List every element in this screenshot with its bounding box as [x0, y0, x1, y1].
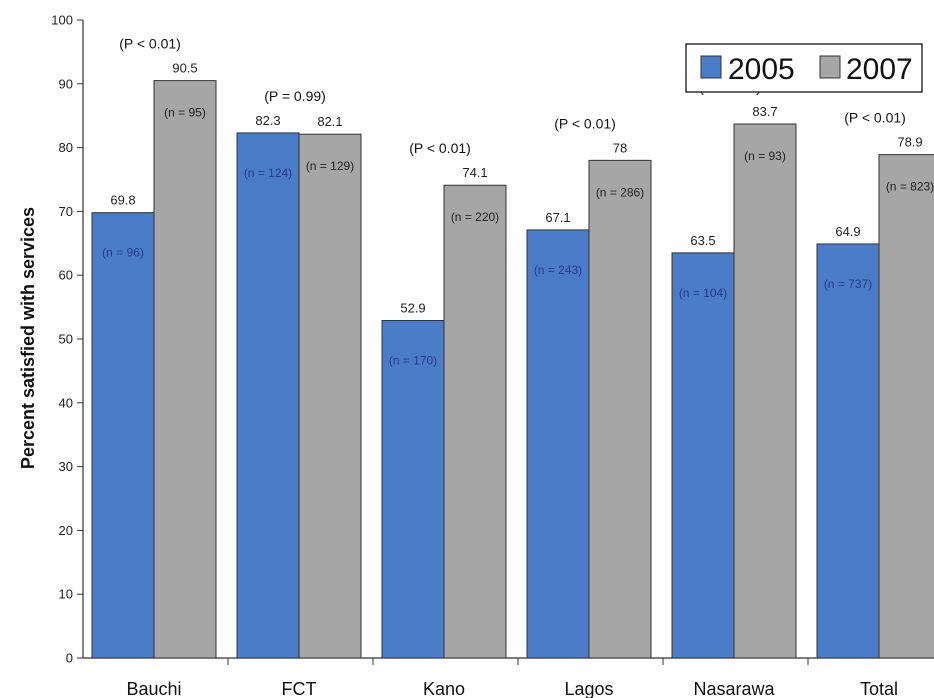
bar-2007-fct	[298, 133, 362, 659]
bar-2007-kano	[443, 184, 507, 659]
data-label: 63.5	[690, 233, 715, 248]
bar-2005-nasarawa	[671, 252, 735, 659]
data-label: 64.9	[835, 224, 860, 239]
sample-size-label: (n = 220)	[451, 210, 499, 224]
y-tick-label: 50	[59, 332, 73, 347]
p-value-label: (P = 0.99)	[264, 88, 326, 104]
x-tick-label: FCT	[282, 679, 317, 698]
y-tick-label: 0	[66, 651, 73, 666]
bar-2007-bauchi	[153, 80, 217, 659]
p-value-label: (P < 0.01)	[119, 36, 181, 52]
p-value-label: (P < 0.01)	[844, 110, 906, 126]
legend: 2005 2007	[685, 43, 923, 93]
legend-swatch-2007	[819, 55, 841, 79]
legend-label-2005: 2005	[728, 53, 795, 86]
bar-2005-total	[816, 243, 880, 659]
data-label: 78.9	[897, 135, 922, 150]
bar-2007-lagos	[588, 159, 652, 659]
sample-size-label: (n = 286)	[596, 185, 644, 199]
legend-label-2007: 2007	[846, 53, 913, 86]
sample-size-label: (n = 124)	[244, 166, 292, 180]
sample-size-label: (n = 93)	[744, 149, 786, 163]
sample-size-label: (n = 170)	[389, 353, 437, 367]
sample-size-label: (n = 737)	[824, 277, 872, 291]
x-tick-label: Kano	[423, 679, 465, 698]
y-tick-label: 80	[59, 140, 73, 155]
bar-2007-nasarawa	[733, 123, 797, 659]
y-tick-label: 10	[59, 587, 73, 602]
bar-2005-kano	[381, 319, 445, 659]
data-label: 69.8	[110, 193, 135, 208]
y-tick-label: 60	[59, 268, 73, 283]
sample-size-label: (n = 129)	[306, 159, 354, 173]
legend-box	[685, 43, 923, 93]
sample-size-label: (n = 243)	[534, 263, 582, 277]
x-tick-label: Nasarawa	[693, 679, 775, 698]
x-tick-label: Bauchi	[126, 679, 181, 698]
sample-size-label: (n = 823)	[886, 180, 934, 194]
sample-size-label: (n = 95)	[164, 106, 206, 120]
plot-area: 0 10 20 30 40 50 60 70 80 90 100 69.8 90.5 (n = 96) (n…	[51, 13, 934, 698]
y-tick-label: 40	[59, 395, 73, 410]
y-tick-label: 90	[59, 76, 73, 91]
bar-2005-lagos	[526, 229, 590, 659]
y-tick-label: 20	[59, 523, 73, 538]
data-label: 74.1	[462, 165, 487, 180]
data-label: 52.9	[400, 300, 425, 315]
y-tick-label: 100	[51, 13, 73, 28]
legend-swatch-2005	[700, 55, 722, 79]
bar-2007-total	[878, 154, 934, 659]
sample-size-label: (n = 104)	[679, 286, 727, 300]
y-tick-label: 70	[59, 204, 73, 219]
data-label: 82.1	[317, 114, 342, 129]
bar-2005-fct	[236, 132, 300, 659]
bar-2005-bauchi	[91, 212, 155, 659]
data-label: 82.3	[255, 113, 280, 128]
data-label: 83.7	[752, 104, 777, 119]
data-label: 78	[613, 140, 627, 155]
data-label: 90.5	[172, 61, 197, 76]
y-tick-label: 30	[59, 459, 73, 474]
sample-size-label: (n = 96)	[102, 246, 144, 260]
p-value-label: (P < 0.01)	[409, 140, 471, 156]
x-tick-label: Lagos	[564, 679, 613, 698]
p-value-label: (P < 0.01)	[554, 115, 616, 131]
y-axis-label: Percent satisfied with services	[18, 207, 38, 469]
data-label: 67.1	[545, 210, 570, 225]
x-tick-label: Total	[860, 679, 898, 698]
